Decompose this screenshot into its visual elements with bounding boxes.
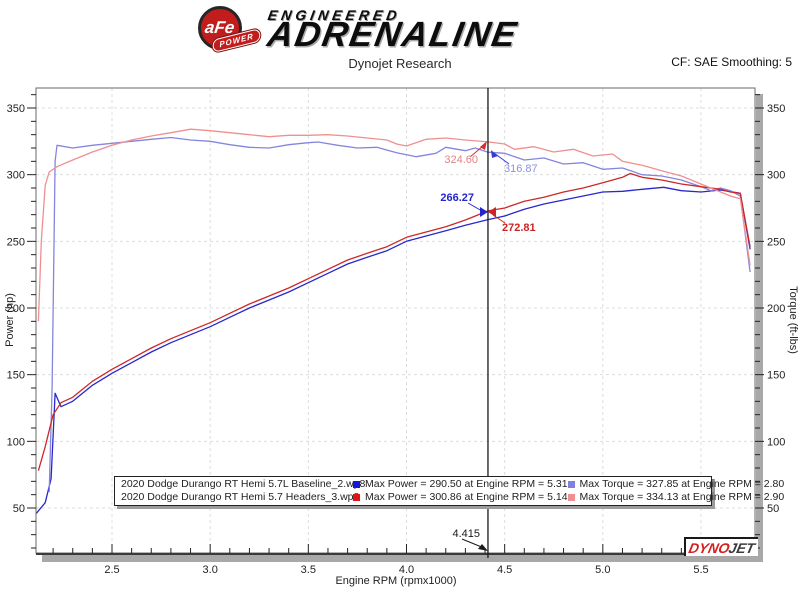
cursor-flag-baseline-power	[480, 207, 488, 217]
leader-baseline-torque	[493, 152, 510, 165]
dynojet-logo: DYNO JET	[684, 537, 758, 556]
x-tick-label: 3.5	[301, 564, 316, 576]
correction-factor-label: CF: SAE Smoothing: 5	[671, 55, 792, 69]
y-left-label: 200	[7, 303, 25, 315]
y-left-label: 300	[7, 170, 25, 182]
curves	[35, 128, 751, 514]
power-marker-baseline	[353, 481, 360, 488]
chart-title: Dynojet Research	[348, 56, 452, 71]
dynojet-logo-dyno: DYNO	[687, 539, 732, 556]
axis-ticks: 2.5 3.0 3.5 4.0 4.5 5.0 5.5 50 50 100 100 150 150 200…	[7, 94, 785, 576]
x-axis-line	[36, 553, 755, 555]
x-tick-label: 2.5	[104, 564, 119, 576]
brand-lockup: ENGINEERED ADRENALINE	[264, 7, 521, 54]
dynojet-logo-jet: JET	[727, 539, 757, 556]
y-right-label: 150	[767, 370, 785, 382]
afe-power-logo: aFe POWER	[198, 6, 262, 54]
y-left-label: 50	[13, 503, 25, 515]
label-baseline-power: 266.27	[440, 192, 474, 204]
torque-marker-baseline	[567, 481, 575, 488]
x-tick-label: 3.0	[203, 564, 218, 576]
cursor-flag-headers-power	[488, 207, 496, 217]
y-right-label: 350	[767, 103, 785, 115]
y-left-label: 350	[7, 103, 25, 115]
y-right-label: 100	[767, 436, 785, 448]
label-cursor-rpm: 4.415	[452, 528, 480, 540]
x-tick-label: 5.5	[693, 564, 708, 576]
label-baseline-torque: 316.87	[504, 163, 538, 175]
cursor-marker-baseline-torque	[491, 150, 498, 158]
legend-file-baseline: 2020 Dodge Durango RT Hemi 5.7L Baseline…	[121, 478, 366, 490]
leader-baseline-power	[467, 202, 483, 212]
label-headers-power: 272.81	[502, 222, 536, 234]
x-tick-label: 4.0	[399, 564, 414, 576]
x-tick-label: 4.5	[497, 564, 512, 576]
leader-headers-torque	[469, 145, 484, 158]
y-left-label: 250	[7, 236, 25, 248]
power-marker-headers	[353, 494, 360, 501]
y-right-axis-title: Torque (ft-lbs)	[787, 286, 799, 354]
legend-row-headers: 2020 Dodge Durango RT Hemi 5.7 Headers_3…	[115, 491, 784, 504]
x-tick-label: 5.0	[595, 564, 610, 576]
legend-maxpower-baseline: Max Power = 290.50 at Engine RPM = 5.31	[353, 478, 568, 491]
legend-maxpower-baseline-text: Max Power = 290.50 at Engine RPM = 5.31	[365, 478, 568, 490]
right-shadow	[756, 94, 763, 561]
curve-headers-torque	[37, 128, 751, 322]
bottom-shadow	[42, 555, 763, 562]
y-right-label: 200	[767, 303, 785, 315]
legend-maxpower-headers: Max Power = 300.86 at Engine RPM = 5.14	[353, 491, 568, 504]
curve-baseline-torque	[48, 136, 751, 493]
curve-headers-power	[37, 172, 751, 471]
legend-file-headers: 2020 Dodge Durango RT Hemi 5.7 Headers_3…	[121, 491, 360, 503]
legend-maxpower-headers-text: Max Power = 300.86 at Engine RPM = 5.14	[365, 491, 568, 503]
legend-maxtorque-headers: Max Torque = 334.13 at Engine RPM = 2.90	[567, 491, 785, 504]
legend-box: 2020 Dodge Durango RT Hemi 5.7L Baseline…	[114, 476, 784, 506]
leader-cursor-arrowhead	[478, 544, 488, 551]
legend-maxtorque-headers-text: Max Torque = 334.13 at Engine RPM = 2.90	[579, 491, 785, 503]
legend-row-baseline: 2020 Dodge Durango RT Hemi 5.7L Baseline…	[115, 478, 784, 491]
y-left-axis-title: Power (hp)	[4, 293, 16, 347]
y-right-label: 300	[767, 170, 785, 182]
x-axis-title: Engine RPM (rpmx1000)	[335, 575, 456, 587]
y-right-label: 250	[767, 236, 785, 248]
legend-maxtorque-baseline-text: Max Torque = 327.85 at Engine RPM = 2.80	[579, 478, 785, 490]
cursor-marker-headers-torque	[480, 141, 487, 150]
y-left-label: 150	[7, 370, 25, 382]
y-left-label: 100	[7, 436, 25, 448]
y-right-label: 50	[767, 503, 779, 515]
brand-adrenaline: ADRENALINE	[264, 15, 521, 54]
dyno-chart: 2.5 3.0 3.5 4.0 4.5 5.0 5.5 50 50 100 100 150 150 200…	[4, 87, 799, 587]
label-headers-torque: 324.60	[444, 154, 478, 166]
curve-baseline-power	[35, 186, 751, 514]
legend-maxtorque-baseline: Max Torque = 327.85 at Engine RPM = 2.80	[567, 478, 785, 491]
torque-marker-headers	[567, 494, 575, 501]
leader-headers-power	[492, 214, 506, 224]
